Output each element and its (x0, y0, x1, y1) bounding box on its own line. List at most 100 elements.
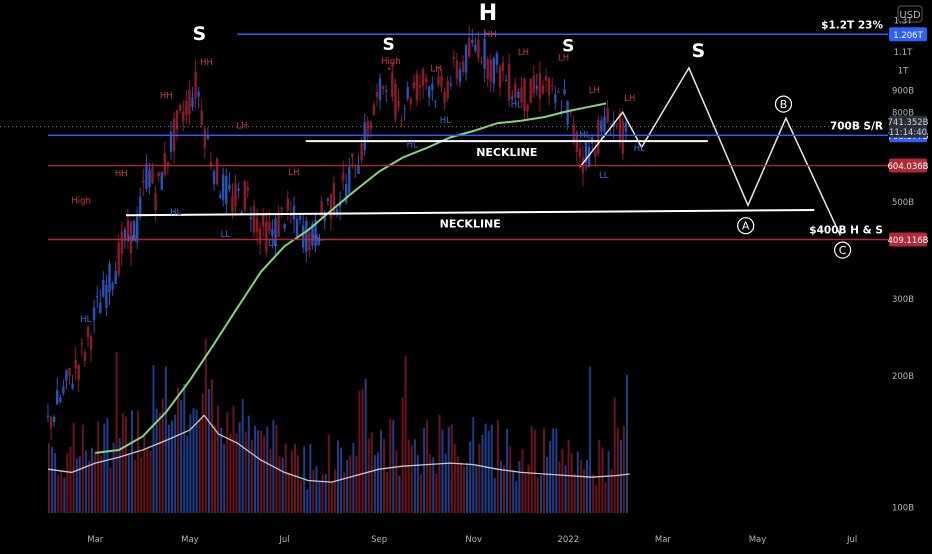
candle-body (231, 195, 234, 213)
x-tick-label: Jul (846, 535, 857, 545)
volume-bar (118, 438, 121, 513)
candle-body (209, 162, 213, 167)
candle-body (252, 206, 256, 233)
volume-bar (214, 426, 216, 513)
candle-body (541, 85, 545, 94)
candle-body (449, 83, 452, 86)
wave-circle (833, 241, 852, 259)
volume-bar (263, 435, 266, 513)
volume-bar (244, 431, 247, 513)
candle-body (323, 214, 326, 221)
volume-bar (127, 453, 130, 513)
candle-body (464, 45, 468, 73)
volume-layer (47, 339, 630, 513)
swing-label: LH (624, 94, 635, 104)
candle-body (308, 232, 311, 251)
volume-bar (204, 339, 207, 513)
candle-body (523, 78, 526, 111)
candle-body (203, 128, 206, 148)
candle-body (320, 200, 323, 218)
candle-body (120, 231, 123, 254)
candle-body (345, 184, 348, 203)
candle-body (477, 39, 480, 58)
candle-body (520, 87, 523, 103)
candles-layer (46, 25, 628, 441)
candle-body (265, 221, 268, 252)
candle-body (624, 122, 628, 132)
volume-bar (81, 424, 84, 513)
volume-bar (241, 399, 244, 513)
volume-bar (500, 460, 502, 513)
volume-bar (539, 475, 542, 513)
volume-bar (235, 433, 238, 513)
swing-label: LL (268, 239, 278, 249)
candle-body (194, 71, 197, 99)
volume-bar (78, 456, 81, 513)
candle-body (425, 78, 428, 82)
candle-body (179, 105, 182, 111)
candle-body (185, 100, 188, 116)
candle-body (618, 113, 622, 143)
candle-body (480, 61, 483, 63)
volume-bar (512, 470, 515, 513)
candle-body (535, 85, 538, 89)
volume-bar (223, 444, 226, 513)
candle-body (431, 83, 434, 90)
candle-body (240, 212, 243, 214)
candle-body (148, 169, 151, 187)
candle-body (80, 342, 83, 345)
volume-bar (509, 446, 512, 513)
candle-body (351, 153, 354, 158)
candle-body (111, 283, 114, 290)
moving-average-line (95, 102, 607, 454)
volume-bar (490, 424, 493, 513)
candle-body (547, 78, 551, 96)
volume-bar (521, 449, 524, 513)
candle-body (145, 163, 148, 189)
volume-bar (72, 422, 75, 513)
levels-layer: $1.2T 23% 700B S/R $400B H & S (48, 19, 888, 241)
volume-bar (309, 443, 312, 513)
candle-body (105, 284, 108, 308)
candle-body (96, 296, 99, 298)
candle-body (366, 121, 369, 138)
x-tick-label: May (749, 535, 767, 545)
volume-bar (278, 456, 281, 513)
x-tick-label: May (181, 535, 199, 545)
candle-body (206, 134, 210, 139)
volume-bar (312, 470, 315, 513)
candle-body (378, 78, 382, 101)
candle-body (234, 183, 237, 207)
wave-label: A (742, 220, 750, 233)
candle-body (215, 158, 219, 184)
candle-body (197, 91, 200, 97)
swing-label: LH (236, 121, 247, 131)
volume-bar (460, 462, 462, 513)
volume-bar (561, 448, 564, 513)
wave-label: C (839, 244, 847, 257)
current-price-value: 741.352B (888, 118, 929, 128)
volume-bar (115, 351, 118, 513)
swing-label: HL (170, 208, 181, 218)
candle-body (86, 327, 90, 338)
volume-bar (478, 444, 481, 513)
candle-body (326, 198, 329, 201)
volume-bar (416, 454, 419, 513)
volume-bar (315, 466, 318, 513)
candle-body (455, 60, 459, 79)
candle-body (504, 80, 508, 82)
candle-body (501, 62, 505, 72)
swing-label: High (71, 196, 91, 206)
volume-bar (570, 453, 573, 513)
swing-label: HL (511, 101, 522, 111)
candle-body (335, 209, 339, 215)
candle-body (412, 82, 416, 89)
volume-bar (515, 481, 518, 513)
volume-bar (195, 409, 198, 513)
volume-bar (327, 435, 330, 513)
candle-body (102, 279, 105, 297)
volume-bar (518, 461, 521, 513)
candle-body (437, 76, 440, 85)
